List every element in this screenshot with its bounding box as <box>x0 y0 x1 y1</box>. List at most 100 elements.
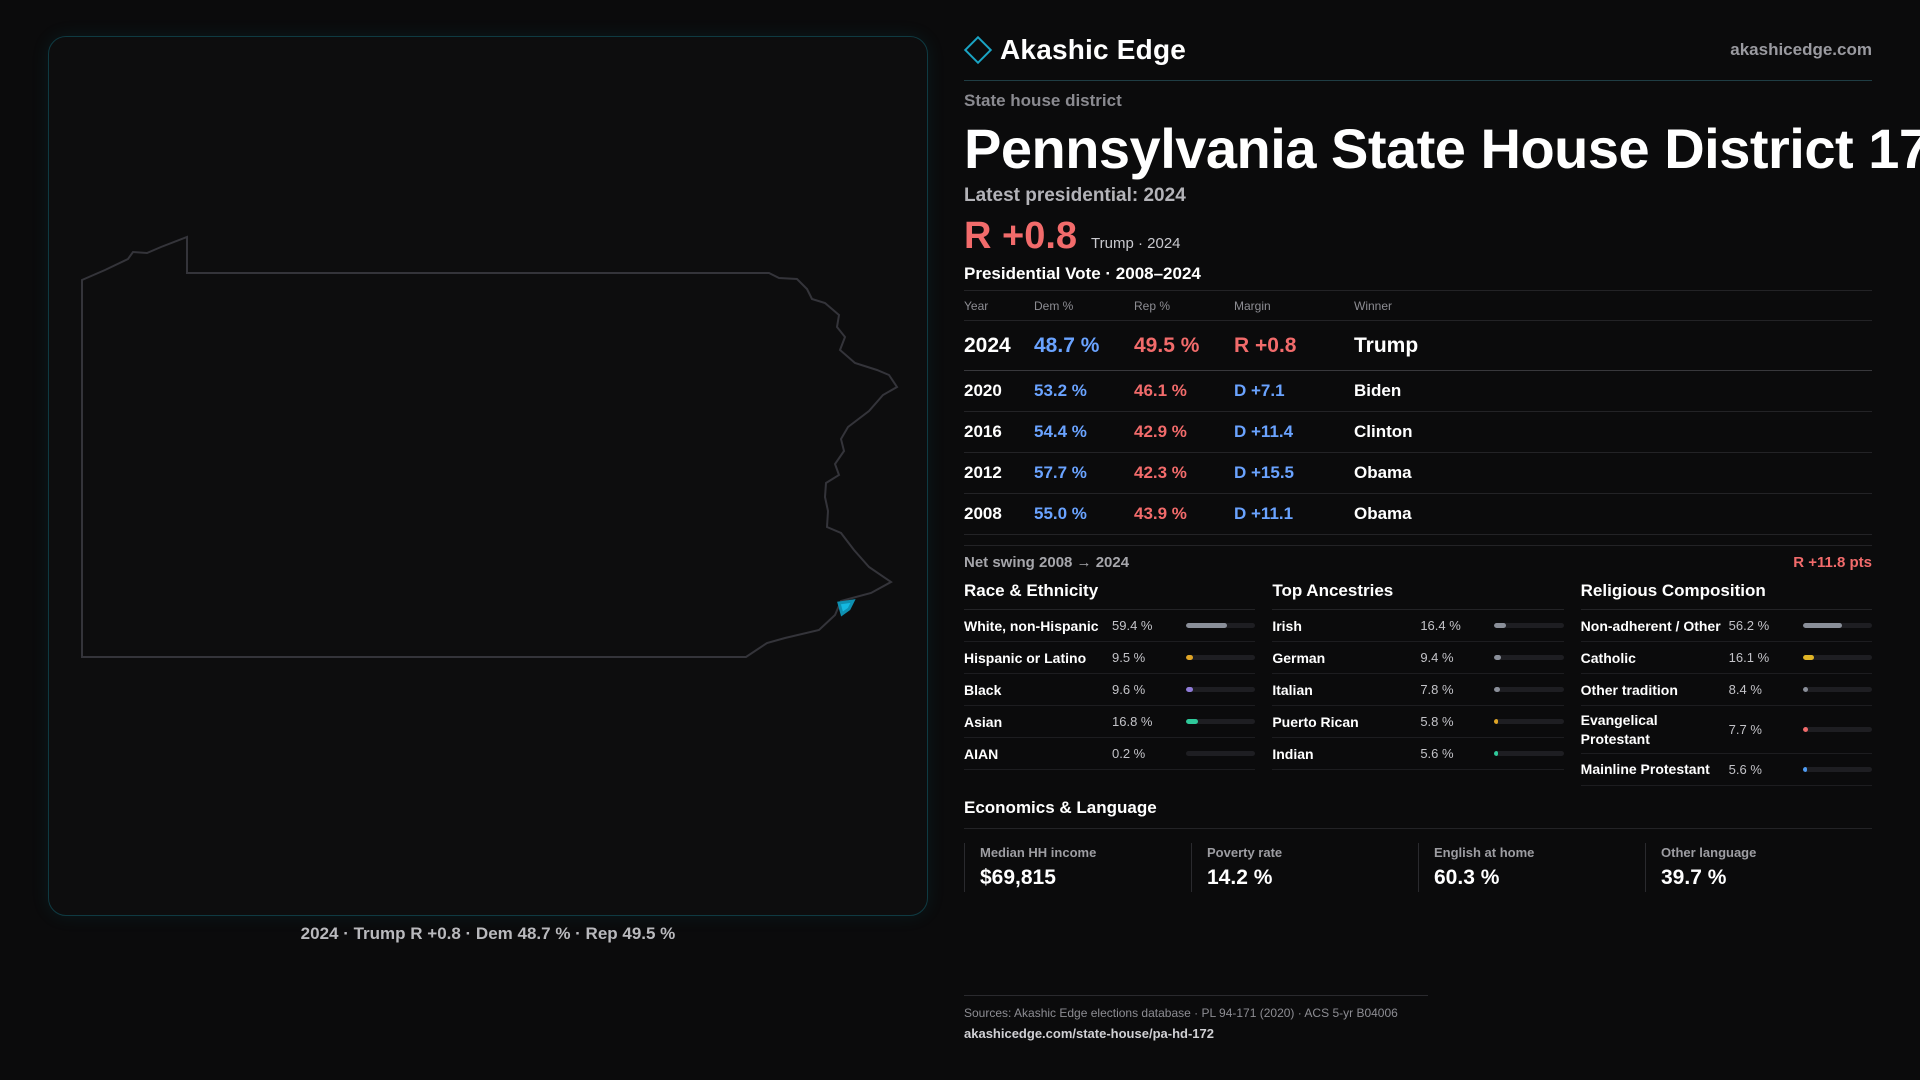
ancestry-label: German <box>1272 649 1326 666</box>
race-bar-fill <box>1186 655 1193 661</box>
ancestry-value: 7.8 % <box>1420 682 1454 698</box>
vote-row: 2008 55.0 % 43.9 % D +11.1 Obama <box>964 493 1872 536</box>
net-swing-label: Net swing 2008 → 2024 <box>964 554 1130 572</box>
religion-bar-fill <box>1802 727 1808 733</box>
religion-label: Catholic <box>1580 649 1636 666</box>
vote-row: 2016 54.4 % 42.9 % D +11.4 Clinton <box>964 411 1872 454</box>
header-divider <box>964 80 1872 81</box>
brand-name[interactable]: Akashic Edge <box>1000 34 1187 65</box>
vote-margin: D +11.4 <box>1234 411 1354 454</box>
race-value: 9.5 % <box>1112 650 1146 666</box>
vote-dem-pct: 57.7 % <box>1034 452 1134 495</box>
race-label: AIAN <box>964 745 999 762</box>
info-panel: Akashic Edge akashicedge.com State house… <box>963 30 1920 892</box>
race-ethnicity-section: Race & Ethnicity White, non-Hispanic 59.4… <box>964 581 1256 785</box>
religion-value: 5.6 % <box>1728 761 1762 777</box>
sources-url-link[interactable]: akashicedge.com/state-house/pa-hd-172 <box>964 1026 1214 1041</box>
vote-rep-pct: 49.5 % <box>1134 320 1234 372</box>
religion-bar-track <box>1802 727 1872 733</box>
economics-grid: Median HH income $69,815 Poverty rate 14.2 … <box>964 842 1872 892</box>
religion-row: Other tradition 8.4 % <box>1580 674 1872 707</box>
vote-year: 2008 <box>964 493 1034 536</box>
sources-footer: Sources: Akashic Edge elections database… <box>964 995 1428 1041</box>
brand-header: Akashic Edge akashicedge.com <box>963 30 1872 70</box>
religion-bar-track <box>1802 766 1872 772</box>
religion-bar-fill <box>1802 687 1809 693</box>
vote-rep-pct: 42.3 % <box>1134 452 1234 495</box>
economics-cell: English at home 60.3 % <box>1418 842 1645 892</box>
vote-table-heading: Presidential Vote · 2008–2024 <box>964 264 1201 284</box>
religion-label: Evangelical Protestant <box>1580 712 1658 747</box>
economics-cell: Poverty rate 14.2 % <box>1191 842 1418 892</box>
race-value: 0.2 % <box>1112 746 1146 762</box>
col-header-dem: Dem % <box>1034 290 1134 322</box>
map-panel[interactable] <box>48 36 928 916</box>
race-value: 16.8 % <box>1112 714 1153 730</box>
race-bar-track <box>1186 687 1256 693</box>
race-bar-track <box>1186 719 1256 725</box>
economics-value: 14.2 % <box>1207 865 1273 889</box>
map-caption: 2024 · Trump R +0.8 · Dem 48.7 % · Rep 4… <box>300 924 676 943</box>
demographics-columns: Race & Ethnicity White, non-Hispanic 59.4… <box>964 581 1872 786</box>
vote-rep-pct: 46.1 % <box>1134 370 1234 413</box>
vote-dem-pct: 55.0 % <box>1034 493 1134 536</box>
economics-label: Median HH income <box>980 844 1097 860</box>
vote-dem-pct: 53.2 % <box>1034 370 1134 413</box>
religion-value: 8.4 % <box>1728 682 1762 698</box>
headline-margin-sub: Trump · 2024 <box>1091 235 1181 253</box>
net-swing-value: R +11.8 pts <box>1793 554 1872 572</box>
economics-cell: Other language 39.7 % <box>1645 842 1872 892</box>
race-row: Black 9.6 % <box>964 674 1256 707</box>
race-row: Hispanic or Latino 9.5 % <box>964 642 1256 675</box>
religion-value: 56.2 % <box>1728 618 1770 634</box>
race-label: White, non-Hispanic <box>964 617 1099 634</box>
presidential-vote-table: Year Dem % Rep % Margin Winner 2024 48.7 … <box>964 290 1872 536</box>
ancestry-value: 16.4 % <box>1420 618 1461 634</box>
ancestry-label: Italian <box>1272 681 1313 698</box>
state-map[interactable] <box>49 37 928 916</box>
latest-presidential-label: Latest presidential: 2024 <box>964 185 1186 207</box>
ancestry-bar-fill <box>1494 751 1499 757</box>
vote-winner: Obama <box>1354 493 1872 536</box>
religion-label: Non-adherent / Other <box>1580 617 1721 634</box>
religion-row: Non-adherent / Other 56.2 % <box>1580 610 1872 643</box>
ancestry-bar-fill <box>1494 687 1500 693</box>
vote-year: 2012 <box>964 452 1034 495</box>
ancestry-list: Irish 16.4 % German 9.4 % Italian 7.8 % Puerto… <box>1272 610 1564 771</box>
vote-margin: D +7.1 <box>1234 370 1354 413</box>
religion-bar-track <box>1802 623 1872 629</box>
vote-margin: D +15.5 <box>1234 452 1354 495</box>
sources-text: Sources: Akashic Edge elections database… <box>964 1006 1398 1020</box>
ancestry-value: 9.4 % <box>1420 650 1454 666</box>
religion-section: Religious Composition Non-adherent / Oth… <box>1580 581 1872 786</box>
religion-title: Religious Composition <box>1580 581 1872 611</box>
ancestry-bar-track <box>1494 623 1564 629</box>
vote-year: 2024 <box>964 320 1034 372</box>
race-value: 59.4 % <box>1112 618 1153 634</box>
vote-dem-pct: 48.7 % <box>1034 320 1134 372</box>
vote-winner: Obama <box>1354 452 1872 495</box>
race-bar-track <box>1186 655 1256 661</box>
race-bar-fill <box>1186 719 1198 725</box>
economics-cell: Median HH income $69,815 <box>964 842 1191 892</box>
vote-row: 2020 53.2 % 46.1 % D +7.1 Biden <box>964 370 1872 413</box>
race-bar-fill <box>1186 623 1228 629</box>
vote-winner: Biden <box>1354 370 1872 413</box>
ancestry-title: Top Ancestries <box>1272 581 1564 611</box>
race-label: Asian <box>964 713 1003 730</box>
page-title: Pennsylvania State House District 172 <box>964 117 1920 180</box>
religion-row: Evangelical Protestant 7.7 % <box>1580 706 1872 754</box>
race-row: White, non-Hispanic 59.4 % <box>964 610 1256 643</box>
economics-value: $69,815 <box>980 865 1056 889</box>
vote-table-header-row: Year Dem % Rep % Margin Winner <box>964 290 1872 322</box>
diamond-logo-icon <box>963 35 993 65</box>
race-row: AIAN 0.2 % <box>964 738 1256 771</box>
economics-label: English at home <box>1434 844 1535 860</box>
ancestry-bar-track <box>1494 719 1564 725</box>
district-shape[interactable] <box>837 599 856 617</box>
vote-year: 2016 <box>964 411 1034 454</box>
brand-url-link[interactable]: akashicedge.com <box>1730 40 1872 59</box>
col-header-winner: Winner <box>1354 290 1872 322</box>
col-header-year: Year <box>964 290 1034 322</box>
race-value: 9.6 % <box>1112 682 1146 698</box>
